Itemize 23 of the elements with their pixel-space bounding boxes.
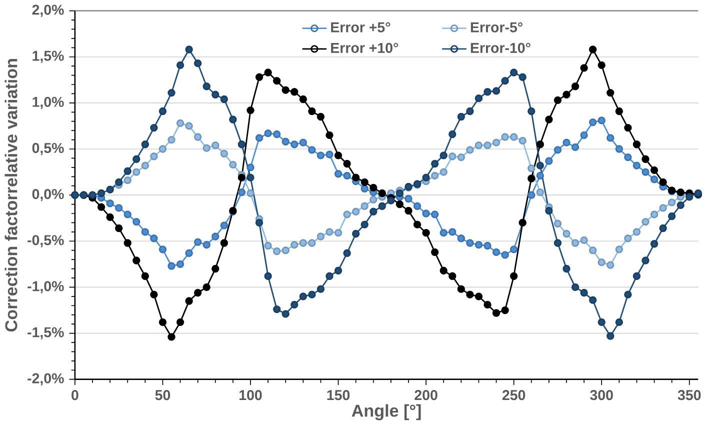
y-tick-label: -1,5% [28,327,64,340]
legend-label: Error-10° [470,42,530,53]
x-tick-label: 200 [414,390,438,400]
y-tick-label: 1,0% [32,96,64,110]
y-tick-label: 1,5% [32,50,64,63]
x-tick-label: 350 [678,390,701,400]
legend-label: Error +5° [331,22,390,32]
x-tick-label: 250 [502,390,526,400]
y-tick-label: -2,0% [28,373,64,386]
x-tick-label: 50 [155,390,170,400]
x-tick-label: 150 [327,390,350,400]
x-tick-label: 100 [240,390,262,400]
x-tick-label: 300 [590,390,613,400]
x-axis-title: Angle [°] [352,404,421,420]
legend-label: Error +10° [331,42,398,53]
y-tick-label: 0,0% [32,189,64,202]
y-tick-label: 0,5% [32,142,64,156]
x-tick-label: 0 [72,390,78,400]
y-axis-title: Correction factorrelative variation [4,59,18,332]
legend-label: Error-5° [470,22,522,32]
y-tick-label: -1,0% [28,281,64,294]
y-tick-label: 2,0% [32,4,64,17]
y-tick-label: -0,5% [28,235,64,248]
